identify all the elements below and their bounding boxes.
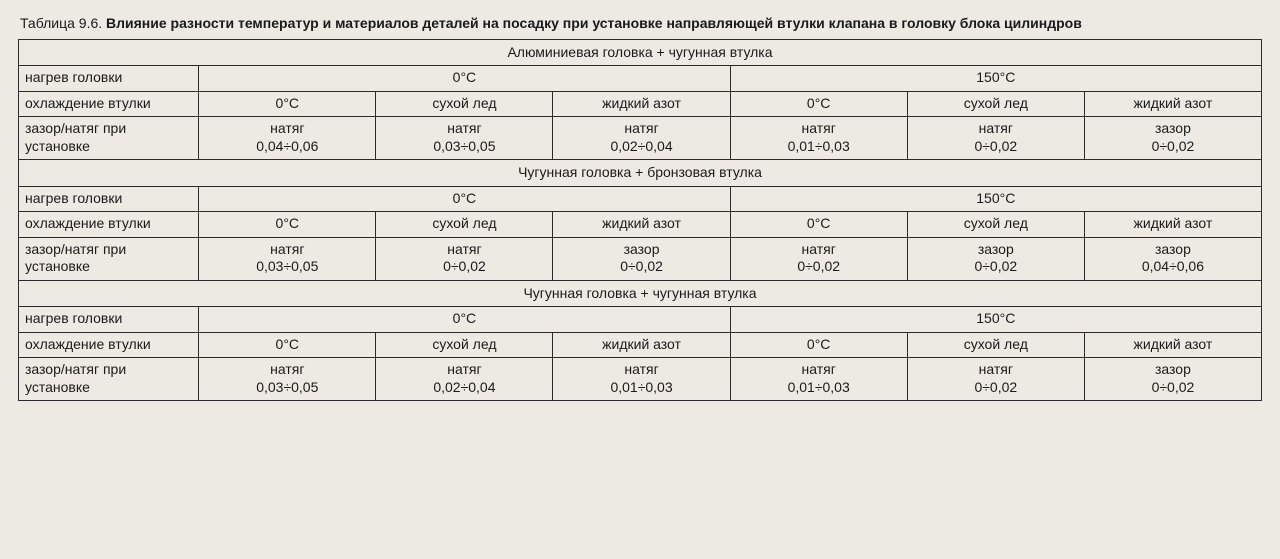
fit-cell: натяг 0,02÷0,04 [553, 117, 730, 160]
fit-cell: натяг0,03÷0,05 [199, 237, 376, 280]
caption-lead: Таблица 9.6. [20, 15, 106, 31]
fit-cell: зазор0,04÷0,06 [1084, 237, 1261, 280]
row-label-fit: зазор/натяг при установке [19, 237, 199, 280]
row-label-heat: нагрев головки [19, 186, 199, 212]
fit-type: натяг [979, 361, 1013, 377]
fit-cell: натяг 0,03÷0,05 [199, 358, 376, 401]
fit-value: 0÷0,02 [797, 258, 840, 274]
fit-value: 0,02÷0,04 [610, 138, 672, 154]
fit-value: 0,03÷0,05 [433, 138, 495, 154]
row-label-heat: нагрев головки [19, 66, 199, 92]
fit-value: 0÷0,02 [1152, 138, 1195, 154]
cool-cell: сухой лед [376, 332, 553, 358]
fit-cell: натяг 0,01÷0,03 [730, 358, 907, 401]
fit-value: 0÷0,02 [1152, 379, 1195, 395]
cool-cell: жидкий азот [553, 212, 730, 238]
fit-value: 0,02÷0,04 [433, 379, 495, 395]
cool-cell: 0°C [730, 91, 907, 117]
fit-type: натяг [270, 241, 304, 257]
fit-cell: зазор 0÷0,02 [1084, 358, 1261, 401]
fit-value: 0,01÷0,03 [788, 138, 850, 154]
heat-cell: 150°C [730, 66, 1261, 92]
row-label-heat: нагрев головки [19, 307, 199, 333]
row-label-fit: зазор/натяг при установке [19, 117, 199, 160]
fit-type: зазор [1155, 120, 1191, 136]
cool-cell: сухой лед [907, 212, 1084, 238]
fit-type: зазор [978, 241, 1014, 257]
fit-cell: натяг 0,04÷0,06 [199, 117, 376, 160]
section-title: Алюминиевая головка + чугунная втулка [19, 39, 1262, 66]
fit-value: 0,03÷0,05 [256, 379, 318, 395]
section-title: Чугунная головка + бронзовая втулка [19, 160, 1262, 187]
cool-cell: жидкий азот [553, 91, 730, 117]
fit-type: натяг [270, 361, 304, 377]
cool-cell: жидкий азот [1084, 91, 1261, 117]
cool-cell: сухой лед [907, 332, 1084, 358]
fit-cell: натяг 0,02÷0,04 [376, 358, 553, 401]
row-label-fit: зазор/натяг при установке [19, 358, 199, 401]
fit-type: натяг [802, 120, 836, 136]
fit-type: зазор [1155, 361, 1191, 377]
cool-cell: 0°C [199, 332, 376, 358]
fit-cell: зазор0÷0,02 [907, 237, 1084, 280]
fit-type: натяг [802, 241, 836, 257]
cool-cell: 0°C [730, 212, 907, 238]
fit-value: 0÷0,02 [974, 379, 1017, 395]
fit-table: Алюминиевая головка + чугунная втулка на… [18, 39, 1262, 402]
fit-value: 0÷0,02 [443, 258, 486, 274]
row-label-cool: охлаждение втулки [19, 332, 199, 358]
fit-cell: зазор0÷0,02 [553, 237, 730, 280]
fit-cell: зазор 0÷0,02 [1084, 117, 1261, 160]
row-label-cool: охлаждение втулки [19, 91, 199, 117]
caption-title: Влияние разности температур и материалов… [106, 15, 1082, 31]
fit-cell: натяг 0,03÷0,05 [376, 117, 553, 160]
fit-cell: натяг 0,01÷0,03 [730, 117, 907, 160]
heat-cell: 0°C [199, 307, 730, 333]
cool-cell: 0°C [199, 91, 376, 117]
fit-value: 0,04÷0,06 [1142, 258, 1204, 274]
fit-type: натяг [270, 120, 304, 136]
fit-type: натяг [979, 120, 1013, 136]
row-label-cool: охлаждение втулки [19, 212, 199, 238]
fit-value: 0,04÷0,06 [256, 138, 318, 154]
heat-cell: 0°C [199, 186, 730, 212]
fit-type: натяг [447, 241, 481, 257]
heat-cell: 0°C [199, 66, 730, 92]
cool-cell: сухой лед [376, 212, 553, 238]
heat-cell: 150°C [730, 186, 1261, 212]
fit-cell: натяг 0÷0,02 [907, 117, 1084, 160]
cool-cell: 0°C [199, 212, 376, 238]
fit-type: натяг [624, 120, 658, 136]
table-caption: Таблица 9.6. Влияние разности температур… [20, 14, 1262, 33]
cool-cell: сухой лед [907, 91, 1084, 117]
cool-cell: сухой лед [376, 91, 553, 117]
fit-type: зазор [624, 241, 660, 257]
fit-cell: натяг 0,01÷0,03 [553, 358, 730, 401]
cool-cell: жидкий азот [1084, 332, 1261, 358]
fit-type: натяг [447, 120, 481, 136]
cool-cell: жидкий азот [553, 332, 730, 358]
fit-cell: натяг0÷0,02 [376, 237, 553, 280]
section-title: Чугунная головка + чугунная втулка [19, 280, 1262, 307]
fit-value: 0÷0,02 [620, 258, 663, 274]
fit-type: натяг [447, 361, 481, 377]
fit-value: 0÷0,02 [974, 258, 1017, 274]
fit-cell: натяг 0÷0,02 [907, 358, 1084, 401]
cool-cell: жидкий азот [1084, 212, 1261, 238]
fit-value: 0÷0,02 [974, 138, 1017, 154]
heat-cell: 150°C [730, 307, 1261, 333]
cool-cell: 0°C [730, 332, 907, 358]
fit-cell: натяг0÷0,02 [730, 237, 907, 280]
fit-type: зазор [1155, 241, 1191, 257]
fit-type: натяг [802, 361, 836, 377]
fit-value: 0,03÷0,05 [256, 258, 318, 274]
fit-value: 0,01÷0,03 [610, 379, 672, 395]
fit-type: натяг [624, 361, 658, 377]
fit-value: 0,01÷0,03 [788, 379, 850, 395]
